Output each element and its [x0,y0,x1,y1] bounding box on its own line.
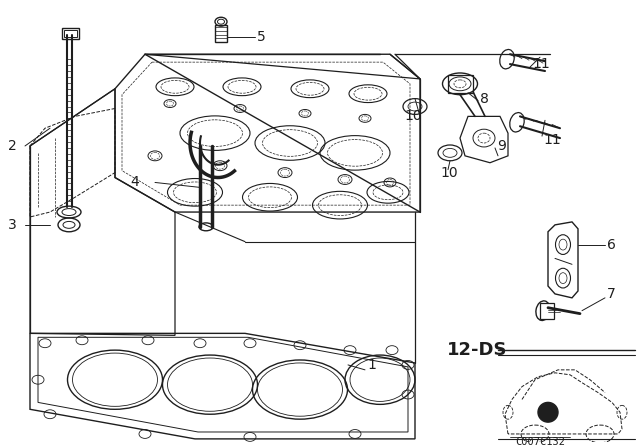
Text: 10: 10 [440,166,458,180]
Bar [448,75,473,93]
Text: 4: 4 [130,176,139,190]
Bar [215,25,227,43]
Circle shape [538,402,558,422]
Text: 10: 10 [404,109,422,123]
Bar [540,303,554,319]
Text: C007C132: C007C132 [515,437,565,447]
Text: 7: 7 [607,287,616,301]
Text: 8: 8 [480,92,489,106]
Text: 11: 11 [543,133,561,147]
Text: 9: 9 [497,139,506,153]
Text: 1: 1 [367,358,376,372]
Text: 2: 2 [8,139,17,153]
Text: 12-DS: 12-DS [447,341,508,359]
Text: 11: 11 [532,57,550,71]
Text: 6: 6 [607,237,616,252]
Ellipse shape [536,301,550,320]
Text: 5: 5 [257,30,266,44]
Bar [64,30,77,38]
Bar [62,28,79,39]
Text: 3: 3 [8,218,17,232]
